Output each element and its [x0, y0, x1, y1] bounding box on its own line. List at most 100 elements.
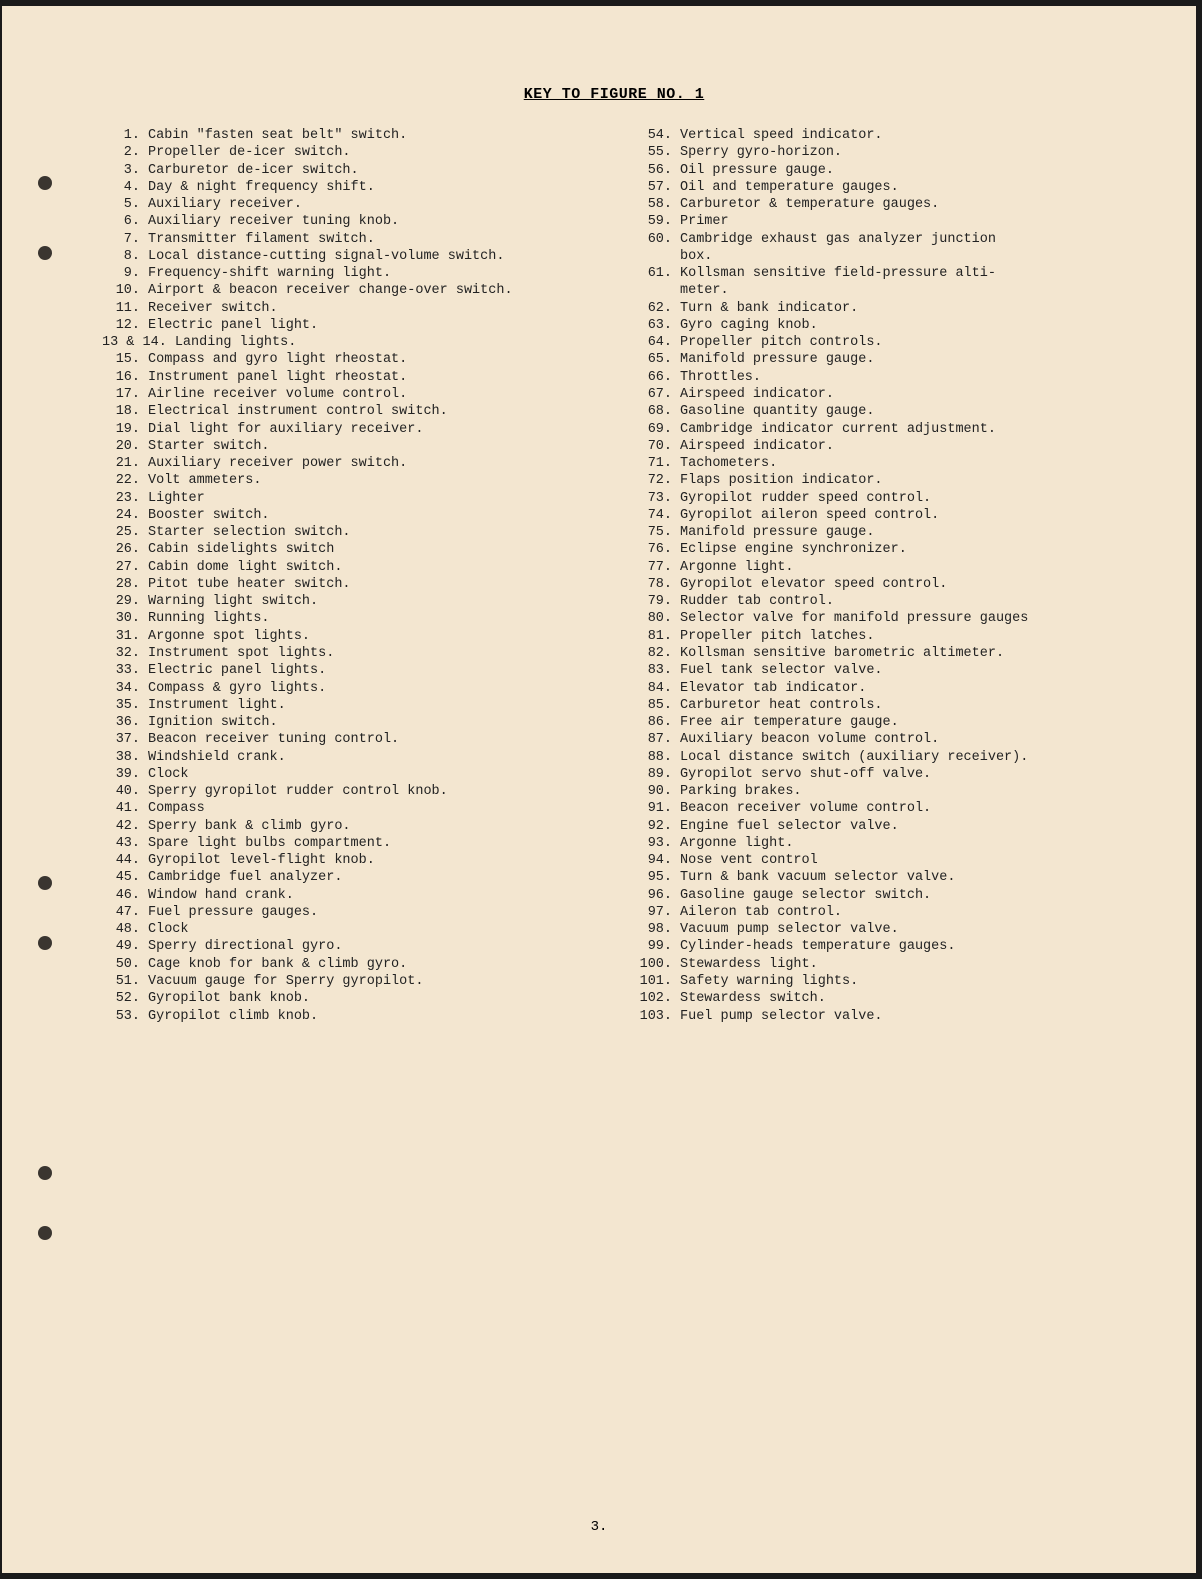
key-item-text: Compass and gyro light rheostat. [148, 351, 594, 368]
key-item-number: 16. [102, 369, 148, 386]
key-item-text: Gyropilot aileron speed control. [680, 507, 1126, 524]
key-item-number: 22. [102, 472, 148, 489]
key-item: 61.Kollsman sensitive field-pressure alt… [634, 265, 1126, 282]
key-item-text: Gyropilot servo shut-off valve. [680, 766, 1126, 783]
key-item-number: 32. [102, 645, 148, 662]
key-item-text: Gyropilot climb knob. [148, 1008, 594, 1025]
key-item: 40.Sperry gyropilot rudder control knob. [102, 783, 594, 800]
key-item-text: Spare light bulbs compartment. [148, 835, 594, 852]
key-item-number: 53. [102, 1008, 148, 1025]
key-item: 8.Local distance-cutting signal-volume s… [102, 248, 594, 265]
key-item: 95.Turn & bank vacuum selector valve. [634, 869, 1126, 886]
key-item-number: 82. [634, 645, 680, 662]
key-item: 90.Parking brakes. [634, 783, 1126, 800]
key-item-text: Cabin "fasten seat belt" switch. [148, 127, 594, 144]
key-item: 68.Gasoline quantity gauge. [634, 403, 1126, 420]
key-item: 33.Electric panel lights. [102, 662, 594, 679]
key-item-number: 84. [634, 680, 680, 697]
key-column-left: 1.Cabin "fasten seat belt" switch.2.Prop… [102, 127, 594, 1025]
key-item-text: Instrument panel light rheostat. [148, 369, 594, 386]
punch-hole [38, 936, 52, 950]
key-item-text: Landing lights. [175, 334, 594, 351]
key-item-text: Ignition switch. [148, 714, 594, 731]
key-item-text: Warning light switch. [148, 593, 594, 610]
key-item: 69.Cambridge indicator current adjustmen… [634, 421, 1126, 438]
key-item-number: 39. [102, 766, 148, 783]
key-item-text: Gasoline gauge selector switch. [680, 887, 1126, 904]
key-item-text: Frequency-shift warning light. [148, 265, 594, 282]
key-item-text: Manifold pressure gauge. [680, 524, 1126, 541]
key-item-text: Sperry gyropilot rudder control knob. [148, 783, 594, 800]
key-item-number: 60. [634, 231, 680, 248]
key-item-text: Turn & bank indicator. [680, 300, 1126, 317]
key-item: 86.Free air temperature gauge. [634, 714, 1126, 731]
key-item: 87.Auxiliary beacon volume control. [634, 731, 1126, 748]
key-item-text: Cylinder-heads temperature gauges. [680, 938, 1126, 955]
key-item: 89.Gyropilot servo shut-off valve. [634, 766, 1126, 783]
key-item-number: 35. [102, 697, 148, 714]
key-item-number: 95. [634, 869, 680, 886]
key-item-text: Propeller pitch latches. [680, 628, 1126, 645]
page-number: 3. [591, 1519, 608, 1535]
key-item: 19.Dial light for auxiliary receiver. [102, 421, 594, 438]
key-item-number: 36. [102, 714, 148, 731]
key-item: 67.Airspeed indicator. [634, 386, 1126, 403]
punch-hole [38, 246, 52, 260]
key-item-number: 52. [102, 990, 148, 1007]
key-item: 78.Gyropilot elevator speed control. [634, 576, 1126, 593]
key-item: 82.Kollsman sensitive barometric altimet… [634, 645, 1126, 662]
key-item-text: Beacon receiver tuning control. [148, 731, 594, 748]
key-item: 53.Gyropilot climb knob. [102, 1008, 594, 1025]
key-item-number: 88. [634, 749, 680, 766]
key-item-text: Carburetor de-icer switch. [148, 162, 594, 179]
key-item: 25.Starter selection switch. [102, 524, 594, 541]
key-item: 94.Nose vent control [634, 852, 1126, 869]
key-item: 34.Compass & gyro lights. [102, 680, 594, 697]
key-item-text: Volt ammeters. [148, 472, 594, 489]
key-item-number: 58. [634, 196, 680, 213]
key-item: 42.Sperry bank & climb gyro. [102, 818, 594, 835]
key-item-number: 33. [102, 662, 148, 679]
key-item: 51.Vacuum gauge for Sperry gyropilot. [102, 973, 594, 990]
key-item: 74.Gyropilot aileron speed control. [634, 507, 1126, 524]
key-item-text: Gyro caging knob. [680, 317, 1126, 334]
key-item-number: 98. [634, 921, 680, 938]
key-item-text: Primer [680, 213, 1126, 230]
key-item-number: 30. [102, 610, 148, 627]
punch-hole [38, 1166, 52, 1180]
key-item: 45.Cambridge fuel analyzer. [102, 869, 594, 886]
key-item-text: Auxiliary receiver power switch. [148, 455, 594, 472]
key-item: 20.Starter switch. [102, 438, 594, 455]
key-item-number: 18. [102, 403, 148, 420]
key-item-text: Stewardess switch. [680, 990, 1126, 1007]
key-item-number: 17. [102, 386, 148, 403]
document-page: KEY TO FIGURE NO. 1 1.Cabin "fasten seat… [0, 0, 1202, 1579]
key-item-text: Beacon receiver volume control. [680, 800, 1126, 817]
key-item: 80.Selector valve for manifold pressure … [634, 610, 1126, 627]
key-item: 62.Turn & bank indicator. [634, 300, 1126, 317]
key-item-number: 20. [102, 438, 148, 455]
key-item-text: Window hand crank. [148, 887, 594, 904]
key-item: 36.Ignition switch. [102, 714, 594, 731]
key-item-text: Gyropilot bank knob. [148, 990, 594, 1007]
key-item-text: Starter selection switch. [148, 524, 594, 541]
key-item: 31.Argonne spot lights. [102, 628, 594, 645]
key-item-number: 5. [102, 196, 148, 213]
key-item-text: Propeller pitch controls. [680, 334, 1126, 351]
key-item: 88.Local distance switch (auxiliary rece… [634, 749, 1126, 766]
key-item-text: Local distance switch (auxiliary receive… [680, 749, 1126, 766]
key-item: 43.Spare light bulbs compartment. [102, 835, 594, 852]
key-item: 24.Booster switch. [102, 507, 594, 524]
key-item: 63.Gyro caging knob. [634, 317, 1126, 334]
key-item-number: 91. [634, 800, 680, 817]
key-item: 27.Cabin dome light switch. [102, 559, 594, 576]
key-item: 17.Airline receiver volume control. [102, 386, 594, 403]
key-item-text: Turn & bank vacuum selector valve. [680, 869, 1126, 886]
key-item-text: Starter switch. [148, 438, 594, 455]
key-item-text: Cage knob for bank & climb gyro. [148, 956, 594, 973]
key-item: 60.Cambridge exhaust gas analyzer juncti… [634, 231, 1126, 248]
key-item: 44.Gyropilot level-flight knob. [102, 852, 594, 869]
key-item-number: 68. [634, 403, 680, 420]
key-item: 84.Elevator tab indicator. [634, 680, 1126, 697]
key-item-text: Rudder tab control. [680, 593, 1126, 610]
